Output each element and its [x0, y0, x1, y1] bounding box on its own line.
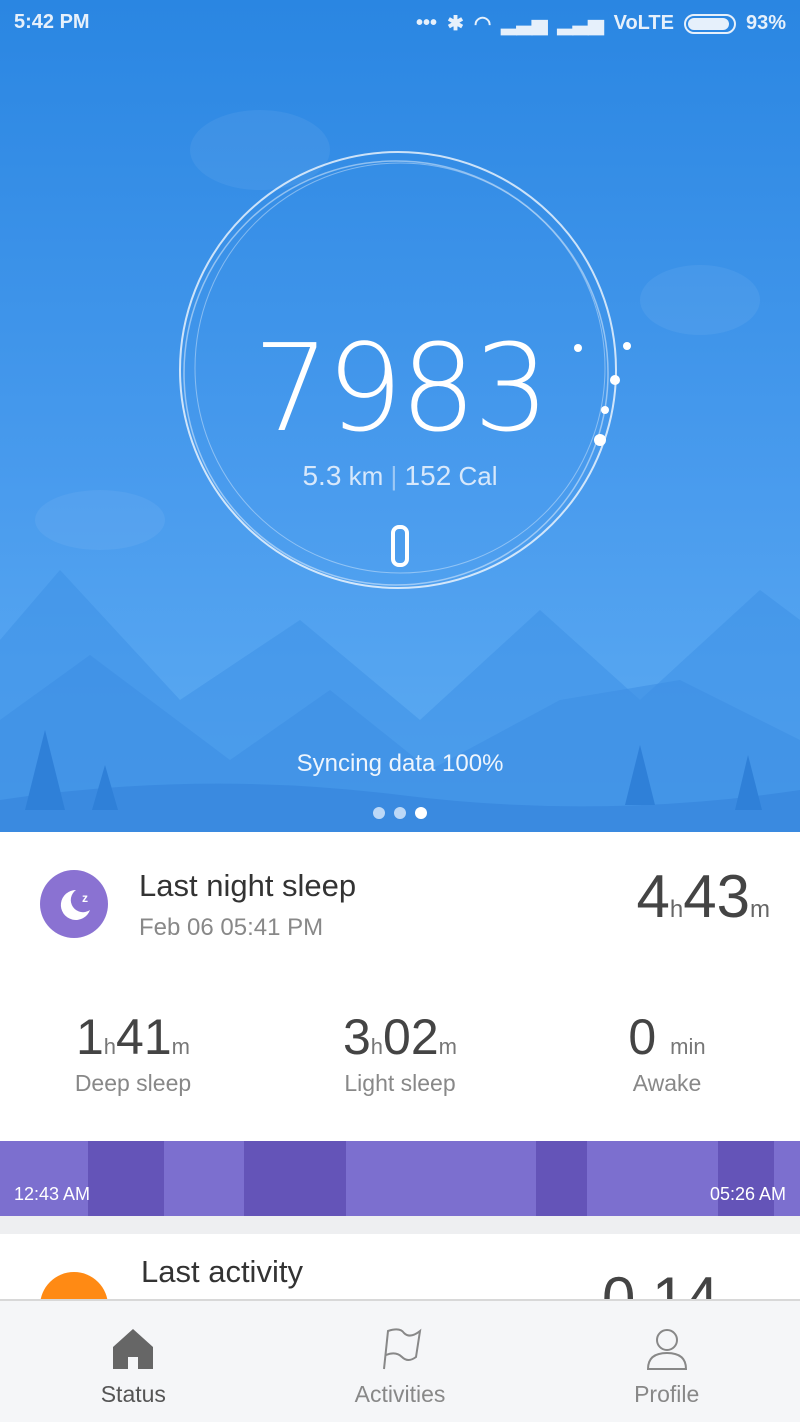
deep-sleep-segment: [536, 1141, 587, 1216]
sleep-title: Last night sleep: [139, 868, 357, 903]
hero-panel[interactable]: 5:42 PM ••• ✱ ◠ ▂▃▅ ▂▃▅ VoLTE 93% 7983 5…: [0, 0, 800, 832]
band-icon: [391, 525, 409, 567]
more-icon: •••: [416, 12, 438, 34]
sleep-total: 4h43m: [636, 863, 770, 930]
deep-sleep-stat: 1h41m Deep sleep: [74, 1009, 192, 1096]
signal-icon-2: ▂▃▅: [557, 13, 604, 35]
bottom-nav: Status Activities Profile: [0, 1299, 800, 1422]
person-icon: [646, 1329, 687, 1370]
sleep-card[interactable]: z Last night sleep Feb 06 05:41 PM 4h43m: [0, 832, 800, 1141]
awake-stat: 0 min Awake: [628, 1009, 706, 1096]
activity-title: Last activity: [141, 1254, 303, 1289]
signal-icon: ▂▃▅: [501, 13, 548, 35]
deep-sleep-segment: [718, 1141, 774, 1216]
mountain-background: [0, 570, 800, 832]
sleep-date: Feb 06 05:41 PM: [139, 914, 324, 941]
tab-activities[interactable]: Activities: [267, 1301, 534, 1422]
battery-percent: 93%: [745, 12, 786, 34]
activity-value: 0.14: [602, 1265, 719, 1299]
tab-status[interactable]: Status: [0, 1301, 267, 1422]
activity-card[interactable]: Last activity 0.14: [0, 1234, 800, 1299]
bluetooth-icon: ✱: [447, 13, 464, 35]
svg-text:z: z: [82, 891, 88, 905]
page-indicator[interactable]: [0, 807, 800, 819]
running-icon: [40, 1272, 108, 1299]
flag-icon: [383, 1328, 422, 1370]
status-bar: 5:42 PM ••• ✱ ◠ ▂▃▅ ▂▃▅ VoLTE 93%: [0, 0, 800, 45]
sleep-end-time: 05:26 AM: [709, 1184, 786, 1204]
home-icon: [113, 1329, 154, 1369]
network-label: VoLTE: [613, 12, 674, 34]
deep-sleep-segment: [88, 1141, 164, 1216]
distance-calories: 5.3 km | 152 Cal: [302, 460, 498, 491]
moon-icon: z: [40, 870, 108, 938]
sleep-timeline[interactable]: 12:43 AM 05:26 AM: [0, 1141, 800, 1216]
wifi-icon: ◠: [473, 13, 492, 35]
divider: [0, 1216, 800, 1234]
step-count: 7983: [253, 320, 549, 459]
battery-icon: [683, 13, 736, 34]
progress-ring: [0, 0, 800, 832]
sync-status: Syncing data 100%: [296, 750, 504, 777]
sleep-start-time: 12:43 AM: [14, 1184, 91, 1204]
tab-profile[interactable]: Profile: [533, 1301, 800, 1422]
clock: 5:42 PM: [14, 11, 90, 33]
light-sleep-stat: 3h02m Light sleep: [342, 1009, 457, 1096]
deep-sleep-segment: [244, 1141, 346, 1216]
